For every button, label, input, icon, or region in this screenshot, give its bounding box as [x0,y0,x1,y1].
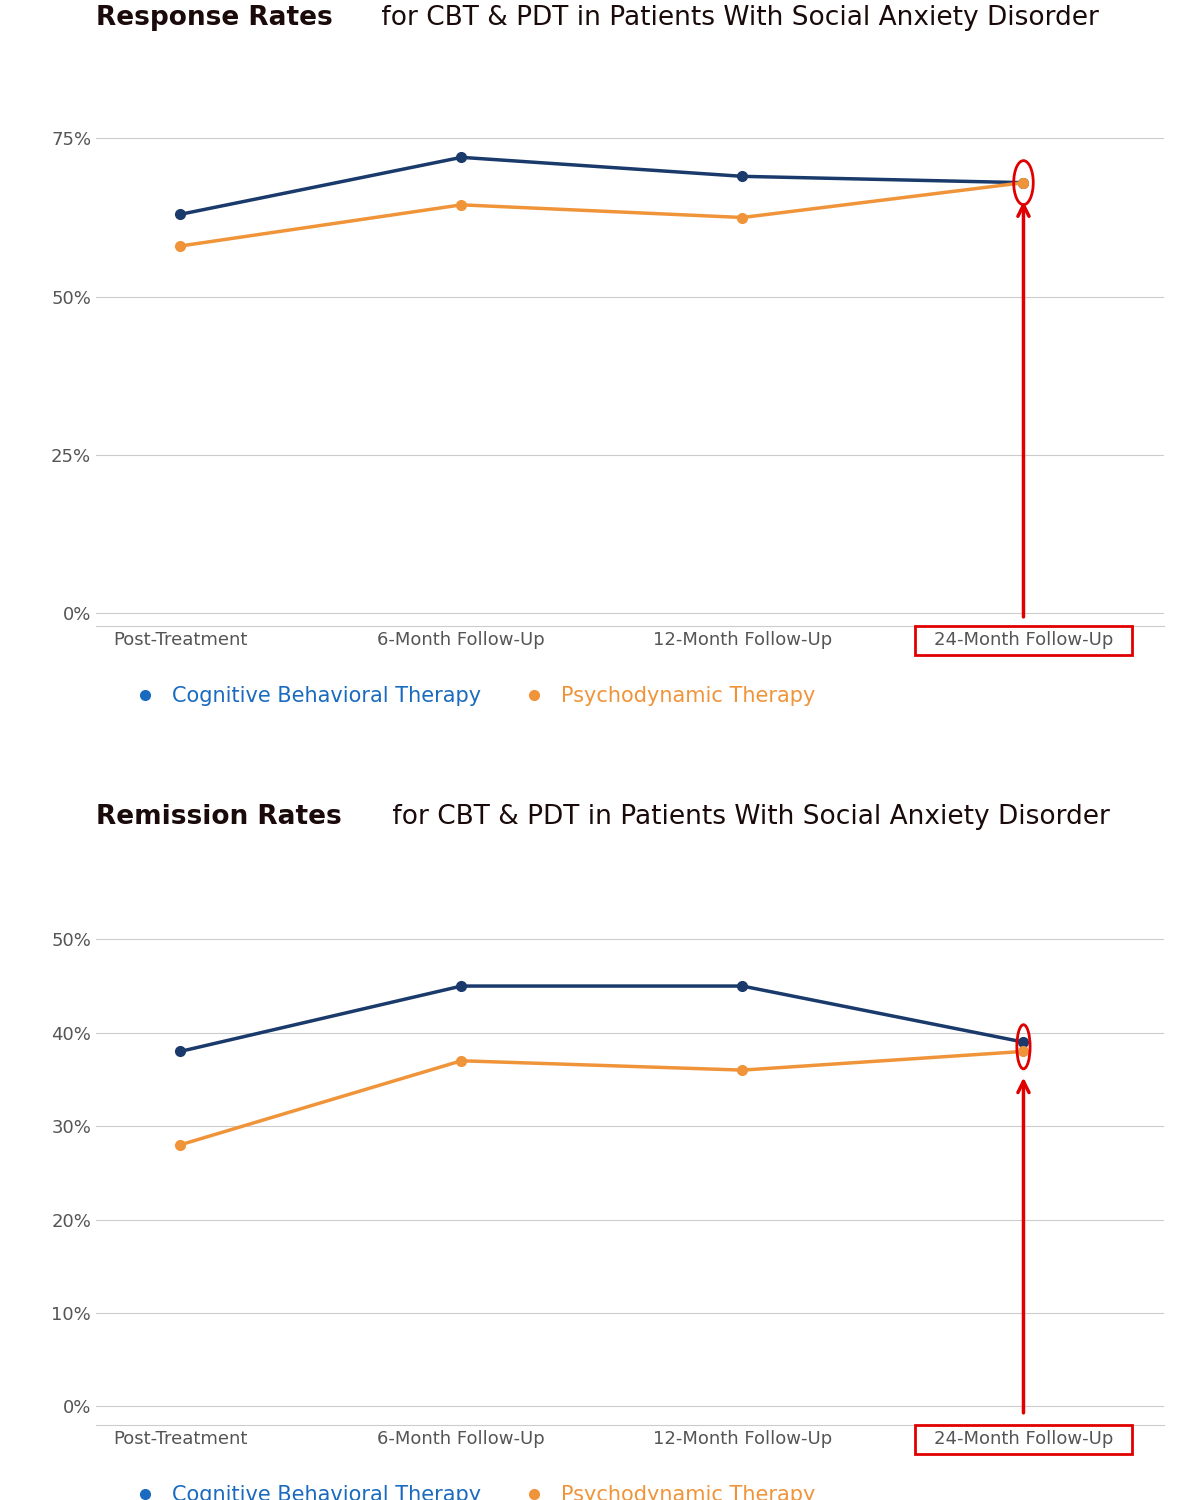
Legend: Cognitive Behavioral Therapy, Psychodynamic Therapy: Cognitive Behavioral Therapy, Psychodyna… [116,678,823,716]
Text: Response Rates: Response Rates [96,4,332,32]
Text: for CBT & PDT in Patients With Social Anxiety Disorder: for CBT & PDT in Patients With Social An… [384,804,1110,830]
Legend: Cognitive Behavioral Therapy, Psychodynamic Therapy: Cognitive Behavioral Therapy, Psychodyna… [116,1478,823,1500]
Text: for CBT & PDT in Patients With Social Anxiety Disorder: for CBT & PDT in Patients With Social An… [373,4,1099,32]
Text: Remission Rates: Remission Rates [96,804,342,830]
